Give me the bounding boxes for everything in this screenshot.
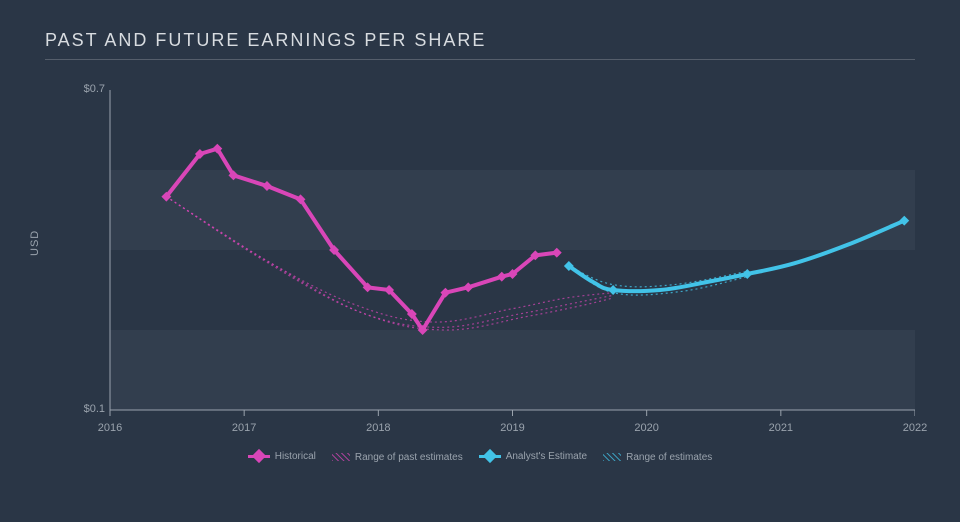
plot-svg bbox=[45, 70, 915, 470]
chart-legend: Historical Range of past estimates Analyst… bbox=[45, 451, 915, 465]
legend-label: Range of estimates bbox=[626, 452, 712, 463]
legend-hatch-icon bbox=[603, 453, 621, 461]
legend-label: Historical bbox=[275, 451, 316, 462]
legend-hatch-icon bbox=[332, 453, 350, 461]
chart-area: USD $0.7$0.12016201720182019202020212022… bbox=[45, 70, 915, 470]
x-tick-label: 2020 bbox=[627, 422, 667, 434]
y-axis-label: USD bbox=[29, 230, 41, 256]
legend-item: Range of estimates bbox=[603, 452, 712, 463]
x-tick-label: 2022 bbox=[895, 422, 935, 434]
x-tick-label: 2016 bbox=[90, 422, 130, 434]
chart-container: PAST AND FUTURE EARNINGS PER SHARE USD $… bbox=[0, 0, 960, 522]
x-tick-label: 2017 bbox=[224, 422, 264, 434]
legend-label: Analyst's Estimate bbox=[506, 451, 587, 462]
y-tick-label: $0.7 bbox=[65, 83, 105, 95]
x-tick-label: 2019 bbox=[493, 422, 533, 434]
legend-item: Range of past estimates bbox=[332, 452, 463, 463]
legend-item: Analyst's Estimate bbox=[479, 451, 587, 462]
x-tick-label: 2021 bbox=[761, 422, 801, 434]
x-tick-label: 2018 bbox=[358, 422, 398, 434]
y-tick-label: $0.1 bbox=[65, 403, 105, 415]
legend-item: Historical bbox=[248, 451, 316, 462]
chart-title: PAST AND FUTURE EARNINGS PER SHARE bbox=[45, 30, 915, 60]
legend-label: Range of past estimates bbox=[355, 452, 463, 463]
